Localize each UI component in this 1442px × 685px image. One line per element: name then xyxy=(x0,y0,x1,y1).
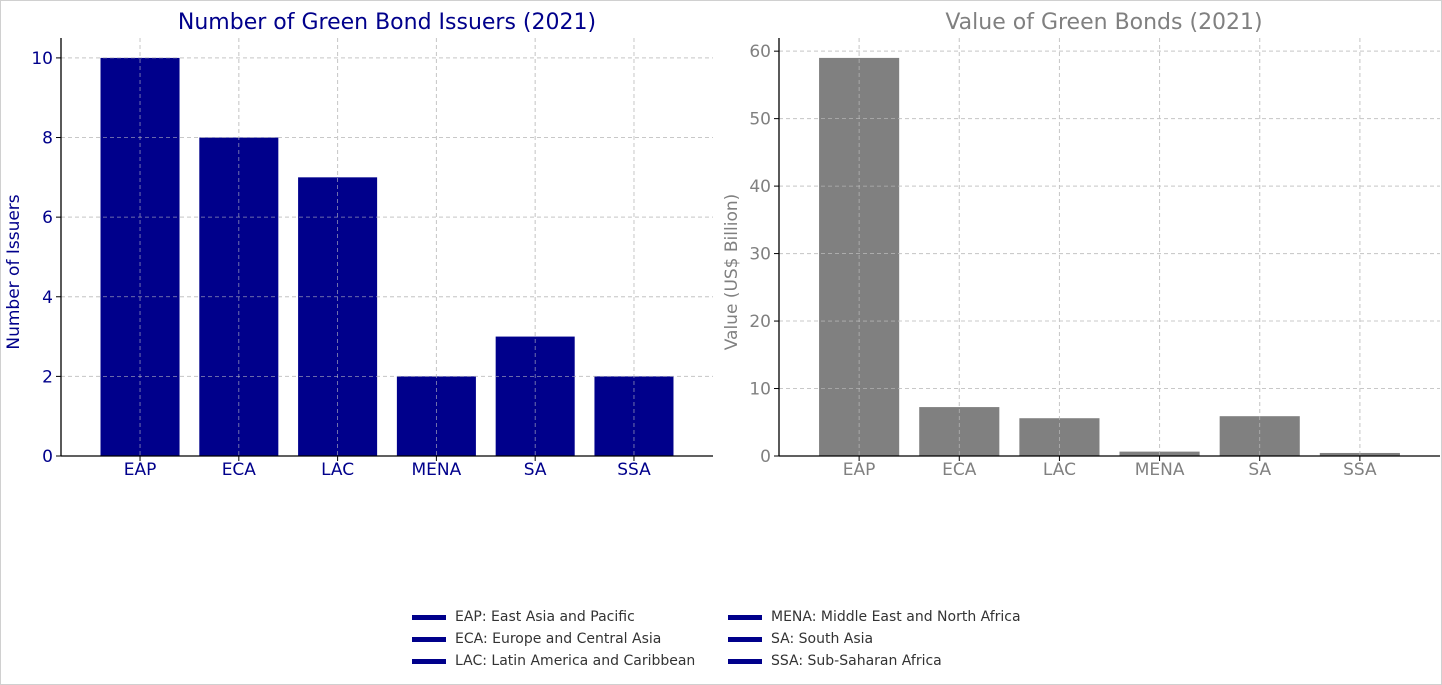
y-tick-label: 40 xyxy=(749,177,771,197)
legend-line-icon xyxy=(412,636,446,642)
legend-label: SA: South Asia xyxy=(771,631,874,647)
y-tick-label: 4 xyxy=(42,288,53,308)
x-tick-label: SSA xyxy=(617,460,651,480)
legend-line-icon xyxy=(728,658,762,664)
y-tick-label: 0 xyxy=(42,447,53,467)
x-tick-label: MENA xyxy=(1135,460,1185,480)
x-tick-label: MENA xyxy=(412,460,462,480)
y-tick-label: 8 xyxy=(42,129,53,149)
x-tick-label: SSA xyxy=(1343,460,1377,480)
legend-label: LAC: Latin America and Caribbean xyxy=(455,653,696,669)
legend-line-icon xyxy=(728,614,762,620)
x-tick-label: LAC xyxy=(1043,460,1076,480)
y-tick-label: 0 xyxy=(760,447,771,467)
bar-lac xyxy=(298,177,378,457)
legend-line-icon xyxy=(412,658,446,664)
y-tick-label: 2 xyxy=(42,367,53,387)
y-tick-label: 10 xyxy=(749,380,771,400)
y-axis-label: Value (US$ Billion) xyxy=(722,194,742,351)
y-tick-label: 50 xyxy=(749,110,771,130)
legend-label: SSA: Sub-Saharan Africa xyxy=(771,653,942,669)
legend-line-icon xyxy=(412,614,446,620)
legend-item: LAC: Latin America and Caribbean xyxy=(412,650,695,672)
x-tick-label: LAC xyxy=(321,460,354,480)
x-tick-label: SA xyxy=(524,460,547,480)
x-tick-label: ECA xyxy=(942,460,977,480)
legend-line-icon xyxy=(728,636,762,642)
chart-title: Value of Green Bonds (2021) xyxy=(945,10,1262,35)
legend-item: SSA: Sub-Saharan Africa xyxy=(728,650,1021,672)
x-tick-label: ECA xyxy=(222,460,257,480)
chart-title: Number of Green Bond Issuers (2021) xyxy=(178,10,596,35)
legend-item: EAP: East Asia and Pacific xyxy=(412,606,695,628)
y-tick-label: 20 xyxy=(749,312,771,332)
y-axis-label: Number of Issuers xyxy=(4,194,24,349)
y-tick-label: 10 xyxy=(31,49,53,69)
x-tick-label: EAP xyxy=(124,460,157,480)
legend-column-1: EAP: East Asia and Pacific ECA: Europe a… xyxy=(412,606,695,672)
legend-column-2: MENA: Middle East and North Africa SA: S… xyxy=(728,606,1021,672)
legend-item: ECA: Europe and Central Asia xyxy=(412,628,695,650)
y-tick-label: 30 xyxy=(749,245,771,265)
legend-label: ECA: Europe and Central Asia xyxy=(455,631,662,647)
legend-label: EAP: East Asia and Pacific xyxy=(455,609,635,625)
y-tick-label: 60 xyxy=(749,42,771,62)
bar-sa xyxy=(1219,416,1300,456)
x-tick-label: EAP xyxy=(843,460,876,480)
y-tick-label: 6 xyxy=(42,208,53,228)
legend-item: SA: South Asia xyxy=(728,628,1021,650)
legend-label: MENA: Middle East and North Africa xyxy=(771,609,1021,625)
x-tick-label: SA xyxy=(1248,460,1271,480)
legend-item: MENA: Middle East and North Africa xyxy=(728,606,1021,628)
